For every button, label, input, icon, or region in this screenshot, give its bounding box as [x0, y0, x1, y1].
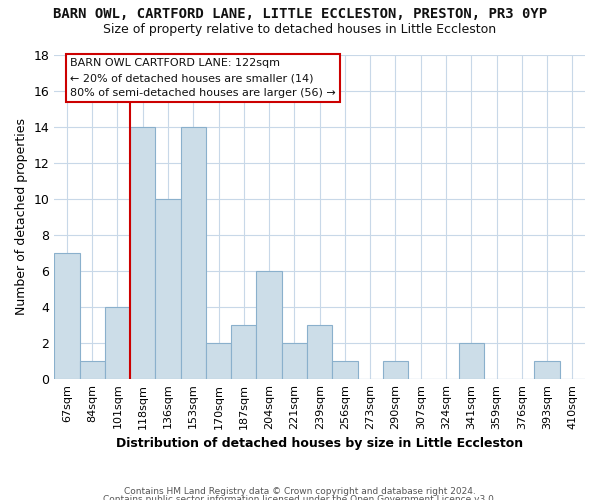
Bar [307, 325, 332, 379]
Bar [80, 361, 105, 379]
Text: Size of property relative to detached houses in Little Eccleston: Size of property relative to detached ho… [103, 22, 497, 36]
Bar [256, 271, 282, 379]
Bar [332, 361, 358, 379]
Text: BARN OWL CARTFORD LANE: 122sqm
← 20% of detached houses are smaller (14)
80% of : BARN OWL CARTFORD LANE: 122sqm ← 20% of … [70, 58, 336, 98]
Y-axis label: Number of detached properties: Number of detached properties [15, 118, 28, 316]
Bar [54, 253, 80, 379]
Bar [282, 343, 307, 379]
Text: Contains public sector information licensed under the Open Government Licence v3: Contains public sector information licen… [103, 495, 497, 500]
Bar [130, 127, 155, 379]
Bar [105, 307, 130, 379]
Text: BARN OWL, CARTFORD LANE, LITTLE ECCLESTON, PRESTON, PR3 0YP: BARN OWL, CARTFORD LANE, LITTLE ECCLESTO… [53, 8, 547, 22]
Bar [383, 361, 408, 379]
Bar [181, 127, 206, 379]
Bar [535, 361, 560, 379]
X-axis label: Distribution of detached houses by size in Little Eccleston: Distribution of detached houses by size … [116, 437, 523, 450]
Bar [458, 343, 484, 379]
Bar [206, 343, 231, 379]
Bar [231, 325, 256, 379]
Bar [155, 199, 181, 379]
Text: Contains HM Land Registry data © Crown copyright and database right 2024.: Contains HM Land Registry data © Crown c… [124, 488, 476, 496]
